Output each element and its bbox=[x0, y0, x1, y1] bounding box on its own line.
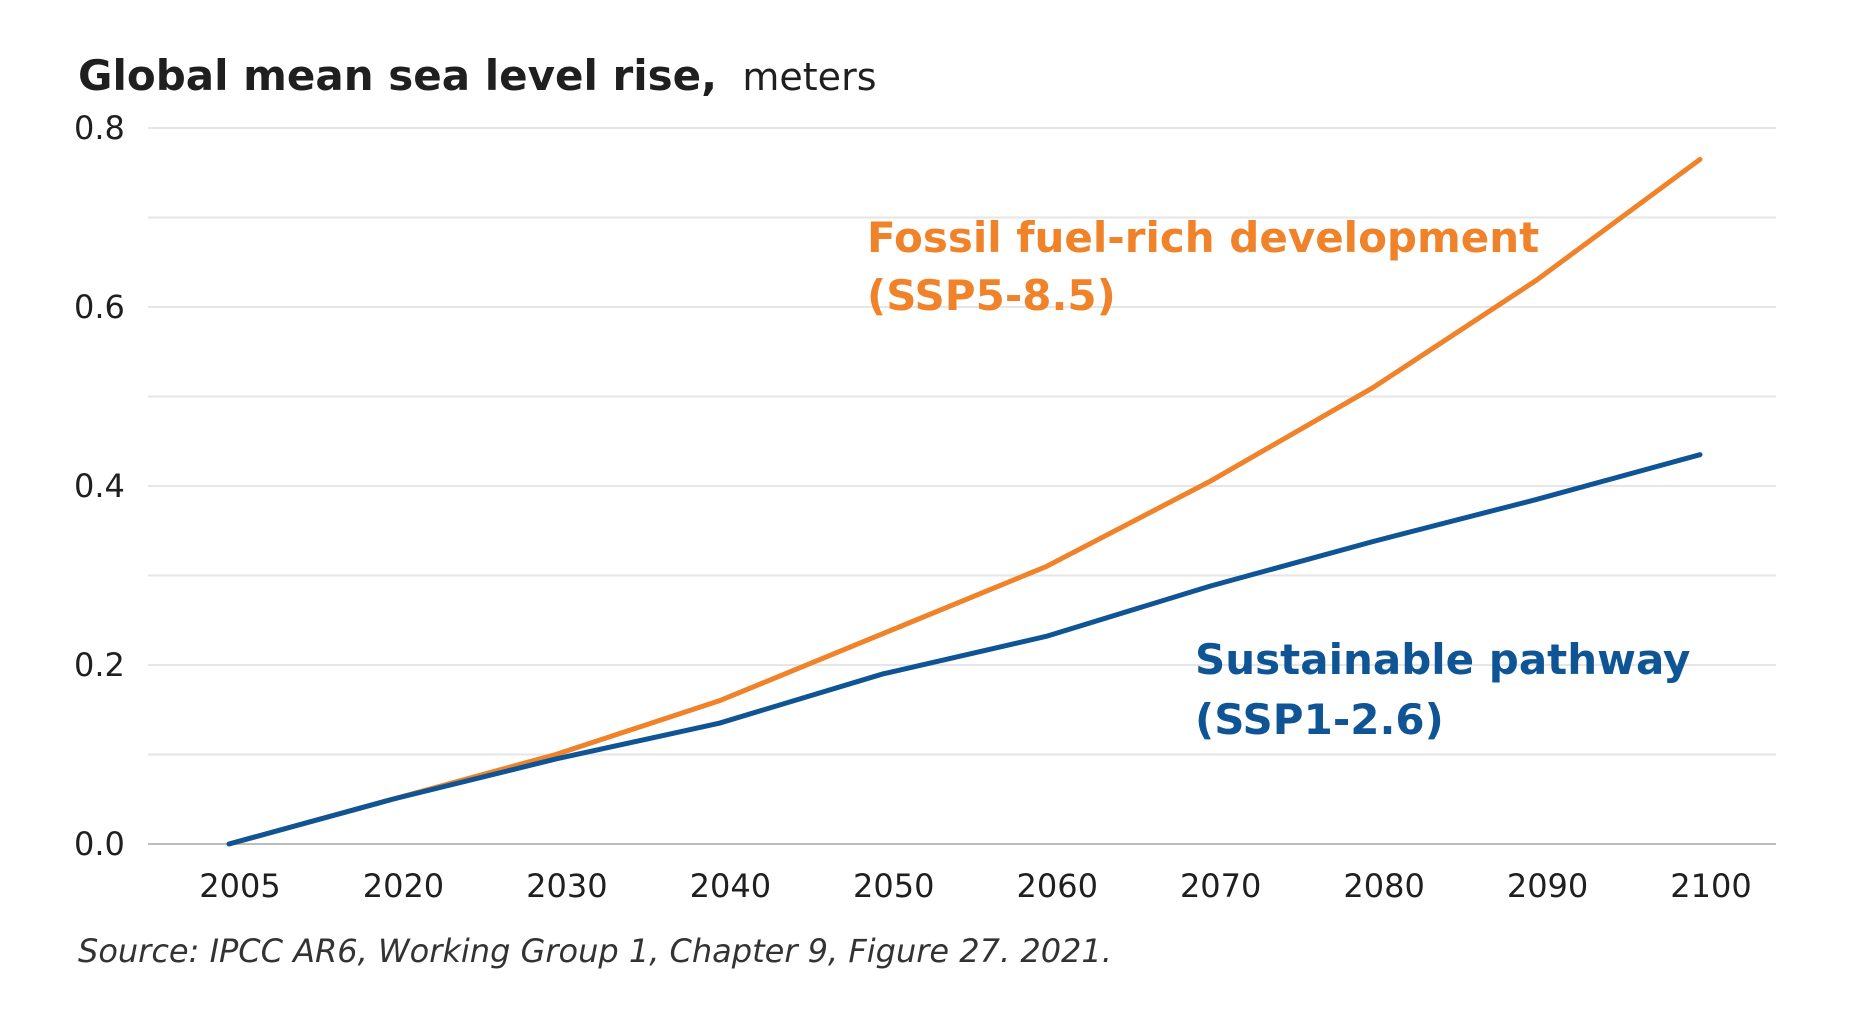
data-point bbox=[1536, 498, 1538, 500]
data-point bbox=[1209, 481, 1211, 483]
gridlines bbox=[148, 127, 1776, 845]
data-point bbox=[882, 633, 884, 635]
y-axis-tick-labels: 0.0 0.2 0.4 0.6 0.8 bbox=[74, 109, 125, 863]
data-point bbox=[1045, 635, 1047, 637]
y-tick-label: 0.4 bbox=[74, 467, 125, 505]
x-tick-label: 2040 bbox=[690, 867, 771, 905]
x-tick-label: 2080 bbox=[1343, 867, 1424, 905]
x-tick-label: 2060 bbox=[1017, 867, 1098, 905]
y-tick-label: 0.2 bbox=[74, 646, 125, 684]
x-tick-label: 2100 bbox=[1670, 867, 1751, 905]
x-axis-tick-labels: 2005 2020 2030 2040 2050 2060 2070 2080 2090 2100 bbox=[199, 867, 1751, 905]
data-point bbox=[718, 700, 720, 702]
data-point bbox=[555, 758, 557, 760]
x-tick-label: 2070 bbox=[1180, 867, 1261, 905]
data-point bbox=[1209, 585, 1211, 587]
series-labels: Fossil fuel-rich development (SSP5-8.5) Su… bbox=[867, 213, 1690, 744]
data-point bbox=[882, 673, 884, 675]
series-label: Fossil fuel-rich development bbox=[867, 213, 1539, 262]
chart-title-unit: meters bbox=[742, 55, 876, 99]
data-point bbox=[1372, 540, 1374, 542]
chart-title-main: Global mean sea level rise, bbox=[78, 51, 717, 100]
x-tick-label: 2005 bbox=[199, 867, 280, 905]
y-tick-label: 0.6 bbox=[74, 288, 125, 326]
series-lines bbox=[226, 156, 1703, 847]
data-point bbox=[1699, 454, 1701, 456]
data-point bbox=[1699, 158, 1701, 160]
data-point bbox=[555, 754, 557, 755]
x-tick-label: 2020 bbox=[363, 867, 444, 905]
source-note: Source: IPCC AR6, Working Group 1, Chapt… bbox=[78, 932, 1112, 970]
x-tick-label: 2030 bbox=[526, 867, 607, 905]
x-tick-label: 2090 bbox=[1507, 867, 1588, 905]
chart-title: Global mean sea level rise, meters bbox=[78, 51, 877, 100]
series-line-1 bbox=[226, 452, 1703, 847]
data-point bbox=[391, 798, 393, 800]
series-line-0 bbox=[226, 156, 1703, 847]
data-point bbox=[1372, 387, 1374, 389]
y-tick-label: 0.0 bbox=[74, 825, 125, 863]
series-label: (SSP5-8.5) bbox=[867, 271, 1116, 320]
data-point bbox=[228, 843, 230, 845]
data-point bbox=[1045, 566, 1047, 568]
series-label: (SSP1-2.6) bbox=[1195, 695, 1444, 744]
series-label: Sustainable pathway bbox=[1195, 635, 1690, 684]
x-tick-label: 2050 bbox=[853, 867, 934, 905]
data-point bbox=[718, 722, 720, 724]
data-point bbox=[1536, 279, 1538, 281]
y-tick-label: 0.8 bbox=[74, 109, 125, 147]
